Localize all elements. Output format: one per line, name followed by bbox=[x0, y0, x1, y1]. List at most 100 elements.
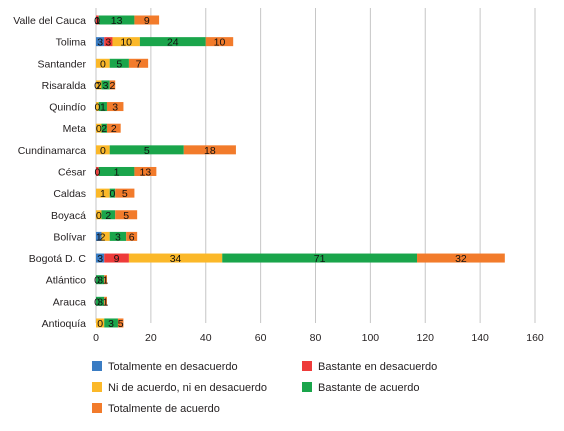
data-label-risaralda-bastante-en-desacuerdo: 0 bbox=[94, 80, 100, 92]
bar-tolima-totalmente-de-acuerdo bbox=[205, 37, 234, 47]
data-label-tolima-ni-de-acuerdo-ni-en-desacuerdo: 10 bbox=[120, 37, 132, 49]
data-label-quindio-totalmente-de-acuerdo: 3 bbox=[112, 102, 118, 114]
data-label-atlantico-totalmente-de-acuerdo: 1 bbox=[103, 275, 109, 287]
data-label-boyaca-ni-de-acuerdo-ni-en-desacuerdo: 0 bbox=[96, 210, 102, 222]
data-label-bogota-d-c-bastante-de-acuerdo: 71 bbox=[314, 253, 326, 265]
category-label-antioquia: Antioquía bbox=[42, 318, 87, 330]
bar-santander-totalmente-de-acuerdo bbox=[128, 58, 149, 68]
x-axis-tick-labels: 0 20 40 60 80 100 120 140 160 bbox=[93, 332, 544, 344]
category-label-cesar: César bbox=[58, 166, 87, 178]
bar-tolima-ni-de-acuerdo-ni-en-desacuerdo bbox=[112, 37, 140, 47]
data-label-santander-bastante-de-acuerdo: 5 bbox=[116, 58, 122, 70]
bar-bolivar-totalmente-en-desacuerdo bbox=[96, 231, 102, 241]
data-label-cesar-totalmente-de-acuerdo: 13 bbox=[140, 166, 152, 178]
data-label-arauca-ni-de-acuerdo-ni-en-desacuerdo: 0 bbox=[94, 296, 100, 308]
bar-quindio-bastante-de-acuerdo bbox=[98, 102, 107, 112]
data-label-atlantico-bastante-de-acuerdo: 3 bbox=[97, 275, 103, 287]
data-label-bogota-d-c-totalmente-en-desacuerdo: 3 bbox=[97, 253, 103, 265]
data-label-valle-del-cauca-totalmente-en-desacuerdo: 0 bbox=[94, 15, 100, 27]
bar-bolivar-totalmente-de-acuerdo bbox=[126, 231, 138, 241]
category-label-santander: Santander bbox=[38, 58, 87, 70]
bar-quindio-totalmente-de-acuerdo bbox=[106, 102, 124, 112]
x-tick-label-160: 160 bbox=[526, 332, 544, 344]
data-label-boyaca-bastante-de-acuerdo: 2 bbox=[105, 210, 111, 222]
bar-caldas-totalmente-de-acuerdo bbox=[115, 188, 135, 198]
data-label-meta-ni-de-acuerdo-ni-en-desacuerdo: 0 bbox=[96, 123, 102, 135]
bar-bogota-d-c-totalmente-de-acuerdo bbox=[417, 253, 505, 263]
data-label-caldas-bastante-de-acuerdo: 0 bbox=[110, 188, 116, 200]
bar-santander-bastante-de-acuerdo bbox=[109, 58, 129, 68]
category-label-bogota-d-c: Bogotá D. C bbox=[29, 253, 87, 265]
data-label-boyaca-totalmente-de-acuerdo: 5 bbox=[123, 210, 129, 222]
data-label-risaralda-totalmente-de-acuerdo: 2 bbox=[110, 80, 116, 92]
bar-risaralda-totalmente-de-acuerdo bbox=[109, 80, 116, 90]
data-label-tolima-totalmente-de-acuerdo: 10 bbox=[214, 37, 226, 49]
x-tick-label-20: 20 bbox=[145, 332, 157, 344]
bar-tolima-bastante-en-desacuerdo bbox=[104, 37, 113, 47]
bar-caldas-bastante-de-acuerdo bbox=[109, 188, 116, 198]
category-label-arauca: Arauca bbox=[53, 296, 86, 308]
data-label-valle-del-cauca-bastante-de-acuerdo: 13 bbox=[111, 15, 123, 27]
x-tick-label-100: 100 bbox=[362, 332, 380, 344]
bar-cundinamarca-totalmente-de-acuerdo bbox=[183, 145, 236, 155]
data-label-bolivar-totalmente-de-acuerdo: 6 bbox=[129, 231, 135, 243]
category-label-bolivar: Bolívar bbox=[53, 231, 86, 243]
legend-label-totalmente-en-desacuerdo: Totalmente en desacuerdo bbox=[108, 361, 238, 373]
bar-valle-del-cauca-totalmente-de-acuerdo bbox=[134, 15, 160, 25]
gridlines bbox=[95, 8, 536, 323]
bar-cesar-totalmente-de-acuerdo bbox=[134, 166, 157, 176]
bar-antioquia-totalmente-de-acuerdo bbox=[117, 318, 124, 328]
bar-antioquia-ni-de-acuerdo-ni-en-desacuerdo bbox=[96, 318, 105, 328]
bar-meta-totalmente-de-acuerdo bbox=[106, 123, 121, 133]
bar-tolima-bastante-de-acuerdo bbox=[139, 37, 206, 47]
bars bbox=[96, 15, 505, 328]
data-label-santander-totalmente-de-acuerdo: 7 bbox=[136, 58, 142, 70]
bar-cundinamarca-ni-de-acuerdo-ni-en-desacuerdo bbox=[96, 145, 110, 155]
x-tick-label-120: 120 bbox=[416, 332, 434, 344]
data-label-cesar-bastante-de-acuerdo: 1 bbox=[114, 166, 120, 178]
bar-risaralda-ni-de-acuerdo-ni-en-desacuerdo bbox=[96, 80, 102, 90]
legend-swatch-bastante-de-acuerdo bbox=[302, 382, 312, 392]
bar-antioquia-bastante-de-acuerdo bbox=[104, 318, 118, 328]
category-label-cundinamarca: Cundinamarca bbox=[18, 145, 86, 157]
bar-bogota-d-c-ni-de-acuerdo-ni-en-desacuerdo bbox=[128, 253, 223, 263]
data-label-tolima-bastante-en-desacuerdo: 3 bbox=[105, 37, 111, 49]
data-label-risaralda-ni-de-acuerdo-ni-en-desacuerdo: 2 bbox=[96, 80, 102, 92]
data-label-caldas-ni-de-acuerdo-ni-en-desacuerdo: 1 bbox=[100, 188, 106, 200]
bar-meta-bastante-de-acuerdo bbox=[101, 123, 107, 133]
data-label-santander-ni-de-acuerdo-ni-en-desacuerdo: 0 bbox=[100, 58, 106, 70]
data-label-bogota-d-c-bastante-en-desacuerdo: 9 bbox=[114, 253, 120, 265]
bar-meta-ni-de-acuerdo-ni-en-desacuerdo bbox=[96, 123, 102, 133]
x-tick-label-40: 40 bbox=[200, 332, 212, 344]
legend-label-ni-de-acuerdo-ni-en-desacuerdo: Ni de acuerdo, ni en desacuerdo bbox=[108, 382, 267, 394]
data-label-arauca-bastante-de-acuerdo: 3 bbox=[97, 296, 103, 308]
data-label-tolima-bastante-de-acuerdo: 24 bbox=[167, 37, 179, 49]
bar-atlantico-totalmente-de-acuerdo bbox=[104, 275, 107, 285]
x-tick-label-80: 80 bbox=[310, 332, 322, 344]
data-label-cundinamarca-bastante-de-acuerdo: 5 bbox=[144, 145, 150, 157]
data-label-valle-del-cauca-bastante-en-desacuerdo: 1 bbox=[94, 15, 100, 27]
legend-label-bastante-de-acuerdo: Bastante de acuerdo bbox=[318, 382, 420, 394]
bar-boyaca-totalmente-de-acuerdo bbox=[115, 210, 138, 220]
bar-bogota-d-c-bastante-en-desacuerdo bbox=[104, 253, 129, 263]
bar-bogota-d-c-bastante-de-acuerdo bbox=[222, 253, 418, 263]
category-label-valle-del-cauca: Valle del Cauca bbox=[13, 15, 86, 27]
legend-swatch-totalmente-en-desacuerdo bbox=[92, 361, 102, 371]
legend-swatch-totalmente-de-acuerdo bbox=[92, 403, 102, 413]
data-label-bolivar-totalmente-en-desacuerdo: 1 bbox=[96, 231, 102, 243]
category-label-boyaca: Boyacá bbox=[51, 210, 86, 222]
bar-santander-ni-de-acuerdo-ni-en-desacuerdo bbox=[96, 58, 110, 68]
bar-boyaca-bastante-de-acuerdo bbox=[101, 210, 116, 220]
legend-swatch-bastante-en-desacuerdo bbox=[302, 361, 312, 371]
data-label-cesar-bastante-en-desacuerdo: 0 bbox=[94, 166, 100, 178]
data-label-atlantico-ni-de-acuerdo-ni-en-desacuerdo: 0 bbox=[94, 275, 100, 287]
bar-arauca-totalmente-de-acuerdo bbox=[104, 296, 107, 306]
data-label-bolivar-bastante-de-acuerdo: 3 bbox=[115, 231, 121, 243]
data-label-caldas-totalmente-de-acuerdo: 5 bbox=[122, 188, 128, 200]
bar-valle-del-cauca-bastante-de-acuerdo bbox=[98, 15, 135, 25]
bar-bolivar-ni-de-acuerdo-ni-en-desacuerdo bbox=[101, 231, 110, 241]
bar-arauca-bastante-de-acuerdo bbox=[96, 296, 105, 306]
bar-cesar-bastante-en-desacuerdo bbox=[96, 166, 99, 176]
x-tick-label-0: 0 bbox=[93, 332, 99, 344]
